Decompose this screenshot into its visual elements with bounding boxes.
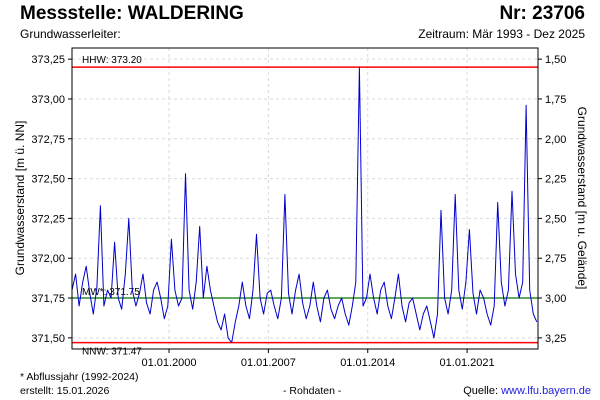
y-tick-label: 372,50 — [31, 174, 65, 186]
y2-tick-label: 3,00 — [545, 293, 566, 305]
x-tick-label: 01.01.2000 — [141, 357, 196, 369]
grid-layer — [72, 48, 538, 349]
created-date: erstellt: 15.01.2026 — [20, 385, 110, 397]
footnote: * Abflussjahr (1992-2024) — [20, 371, 139, 383]
y-tick-label: 371,50 — [31, 333, 65, 345]
y-tick-label: 371,75 — [31, 293, 65, 305]
left-axis: 371,50 371,75 372,00 372,25 372,50 372,75 373,… — [31, 54, 72, 345]
source-link[interactable]: www.lfu.bayern.de — [501, 385, 591, 397]
plot-frame — [71, 47, 539, 350]
aquifer-label: Grundwasserleiter: — [20, 27, 121, 41]
y2-tick-label: 1,75 — [545, 94, 566, 106]
raw-data-label: - Rohdaten - — [283, 385, 342, 397]
x-tick-label: 01.01.2014 — [340, 357, 395, 369]
x-tick-label: 01.01.2021 — [440, 357, 495, 369]
source-prefix: Quelle: — [463, 385, 502, 397]
station-number: Nr: 23706 — [499, 3, 585, 24]
y-tick-label: 372,75 — [31, 134, 65, 146]
x-axis: 01.01.2000 01.01.2007 01.01.2014 01.01.2021 — [141, 349, 495, 369]
y2-tick-label: 1,50 — [545, 54, 566, 66]
y-tick-label: 373,25 — [31, 54, 65, 66]
series-layer — [71, 66, 538, 344]
y-tick-label: 372,00 — [31, 253, 65, 265]
series-line-0 — [71, 66, 538, 344]
y2-tick-label: 2,25 — [545, 174, 566, 186]
station-title: Messstelle: WALDERING — [20, 3, 244, 24]
y2-tick-label: 2,50 — [545, 213, 566, 225]
y2-tick-label: 2,75 — [545, 253, 566, 265]
source-label: Quelle: www.lfu.bayern.de — [463, 385, 591, 397]
y2-tick-label: 3,25 — [545, 333, 566, 345]
right-axis: 3,25 3,00 2,75 2,50 2,25 2,00 1,75 1,50 — [538, 54, 566, 345]
y-tick-label: 373,00 — [31, 94, 65, 106]
y-tick-label: 372,25 — [31, 213, 65, 225]
y2-axis-label: Grundwasserstand [m u. Gelände] — [575, 107, 589, 290]
ref-label-hhw: HHW: 373.20 — [82, 55, 142, 66]
x-tick-label: 01.01.2007 — [241, 357, 296, 369]
y2-tick-label: 2,00 — [545, 134, 566, 146]
ref-label-nnw: NNW: 371.47 — [82, 347, 142, 358]
y-axis-label: Grundwasserstand [m ü. NN] — [13, 121, 27, 276]
period-label: Zeitraum: Mär 1993 - Dez 2025 — [418, 27, 585, 41]
